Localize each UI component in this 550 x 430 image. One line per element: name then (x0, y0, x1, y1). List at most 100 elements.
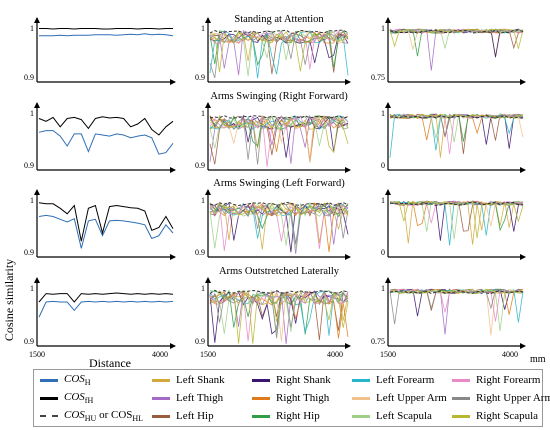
x-tick-label: 4000 (502, 350, 518, 359)
series-line-left_scapula (389, 113, 524, 143)
y-tick-label: 1 (201, 196, 205, 205)
legend-swatch (252, 378, 270, 382)
x-axis-arrow (345, 343, 351, 349)
y-tick-label: 0.9 (24, 337, 34, 346)
legend-swatch (40, 396, 58, 400)
series-line-right_scapula (209, 201, 349, 217)
x-axis-arrow (520, 167, 526, 173)
x-tick-label: 4000 (327, 350, 343, 359)
series-line-left_scapula (209, 30, 349, 77)
x-axis-arrow (520, 254, 526, 260)
series-line-COS_H (38, 214, 174, 249)
legend-swatch (152, 414, 170, 418)
legend-item-right_upper_arm: Right Upper Arm (452, 390, 550, 406)
y-tick-label: 0.75 (371, 337, 385, 346)
x-tick-label: 4000 (152, 350, 168, 359)
series-line-COS_fH (39, 28, 173, 30)
series-line-left_forearm (209, 30, 349, 79)
y-axis-arrow (385, 189, 391, 195)
series-line-right_forearm (389, 113, 524, 155)
y-axis-arrow (385, 102, 391, 108)
legend-item-left_upper_arm: Left Upper Arm (352, 390, 447, 406)
legend-label: Left Forearm (376, 374, 435, 386)
legend-label: Left Hip (176, 410, 214, 422)
legend-item-right_thigh: Right Thigh (252, 390, 329, 406)
panels-layer: 1 0.9 1 0.9 1 0.75 Standing at Attention 1 0.9 1 0… (24, 14, 526, 359)
legend-label: Right Thigh (276, 392, 330, 404)
legend-item-right_forearm: Right Forearm (452, 372, 540, 388)
legend-item-COS_fH: COSfH (40, 390, 93, 406)
legend-swatch (352, 396, 370, 400)
series-line-COS_H (38, 130, 174, 155)
x-axis-arrow (520, 343, 526, 349)
series-line-left_thigh (389, 288, 524, 335)
series-line-right_upper_arm (389, 200, 523, 206)
series-line-right_forearm (209, 290, 349, 342)
legend-label: COSH (64, 372, 91, 388)
series-line-COS_fH (38, 292, 174, 303)
y-tick-label: 1 (381, 24, 385, 33)
series-line-left_hip (389, 113, 524, 154)
row-title: Arms Swinging (Left Forward) (213, 178, 345, 189)
x-axis-arrow (170, 167, 176, 173)
x-axis-arrow (170, 254, 176, 260)
legend-item-right_hip: Right Hip (252, 408, 320, 424)
series-line-COS_HU (390, 114, 524, 119)
y-tick-label: 1 (201, 284, 205, 293)
legend-item-left_shank: Left Shank (152, 372, 225, 388)
series-line-right_shank (389, 28, 524, 58)
legend-swatch (352, 414, 370, 418)
y-axis-arrow (34, 277, 40, 283)
legend-label: Left Thigh (176, 392, 224, 404)
series-line-left_shank (389, 113, 524, 158)
series-line-left_scapula (389, 200, 524, 240)
y-axis-arrow (205, 102, 211, 108)
series-line-right_shank (389, 113, 524, 149)
series-line-left_scapula (389, 288, 523, 331)
legend-item-COS_HU: COSHU or COSHL (40, 408, 143, 424)
x-axis-unit: mm (530, 354, 546, 365)
y-axis-arrow (34, 17, 40, 23)
legend-item-left_scapula: Left Scapula (352, 408, 432, 424)
series-line-COS_H (38, 300, 174, 318)
legend-item-left_hip: Left Hip (152, 408, 214, 424)
series-line-right_upper_arm (209, 115, 349, 165)
series-line-left_shank (389, 28, 524, 57)
series-line-right_forearm (209, 30, 349, 70)
series-line-COS_fH (38, 116, 174, 136)
series-line-COS_HU (389, 289, 524, 295)
legend-label: COSHU or COSHL (64, 408, 144, 424)
y-tick-label: 0.9 (24, 161, 34, 170)
x-axis-arrow (520, 79, 526, 85)
legend-label: COSfH (64, 390, 94, 406)
series-line-COS_fH (38, 202, 174, 242)
series-line-COS_HU (209, 29, 349, 34)
series-line-COS_HU (209, 115, 349, 119)
legend-swatch (152, 396, 170, 400)
y-tick-label: 0 (381, 161, 385, 170)
series-line-left_scapula (209, 201, 349, 251)
x-axis-arrow (345, 254, 351, 260)
legend-label: Right Shank (276, 374, 331, 386)
y-axis-arrow (385, 17, 391, 23)
y-axis-arrow (205, 17, 211, 23)
legend-label: Left Scapula (376, 410, 432, 422)
y-tick-label: 1 (381, 196, 385, 205)
legend-swatch (352, 378, 370, 382)
y-tick-label: 0.75 (371, 73, 385, 82)
y-tick-label: 1 (30, 284, 34, 293)
legend-item-left_forearm: Left Forearm (352, 372, 434, 388)
legend-label: Left Upper Arm (376, 392, 447, 404)
series-line-COS_HU (209, 289, 349, 295)
x-axis-arrow (345, 79, 351, 85)
y-tick-label: 0 (381, 248, 385, 257)
series-line-COS_HU (209, 201, 349, 207)
y-axis-arrow (205, 189, 211, 195)
legend-label: Right Hip (276, 410, 320, 422)
x-tick-label: 1500 (29, 350, 45, 359)
series-line-right_upper_arm (209, 30, 349, 79)
y-tick-label: 1 (30, 196, 34, 205)
legend-item-left_thigh: Left Thigh (152, 390, 223, 406)
y-tick-label: 0.9 (195, 337, 205, 346)
